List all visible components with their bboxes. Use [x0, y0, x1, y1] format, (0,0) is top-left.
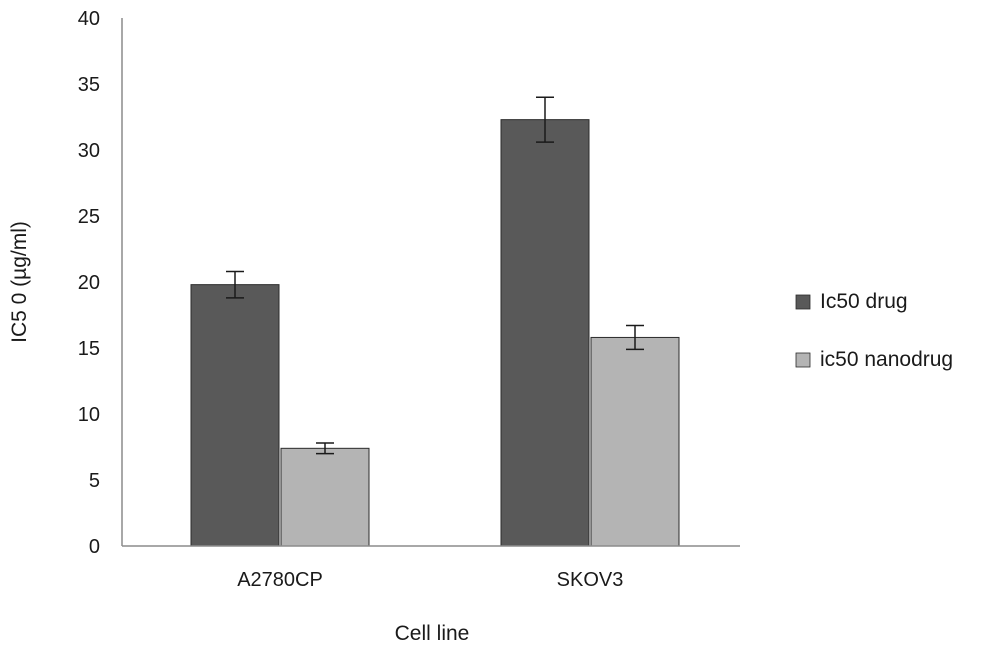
error-bar [316, 442, 334, 455]
bars [190, 119, 680, 547]
y-axis-ticks: 0 5 10 15 20 25 30 35 40 [78, 8, 100, 558]
y-tick-label: 15 [78, 338, 100, 360]
y-tick-label: 0 [89, 536, 100, 558]
y-tick-label: 30 [78, 140, 100, 162]
error-bar [536, 96, 554, 143]
bar-ic50-drug-skov3 [500, 119, 590, 547]
legend-label-ic50-drug: Ic50 drug [820, 290, 908, 313]
error-bar [226, 270, 244, 299]
legend-swatch-ic50-drug [795, 294, 811, 310]
legend: Ic50 drug ic50 nanodrug [795, 290, 953, 371]
y-tick-label: 20 [78, 272, 100, 294]
x-tick-label: SKOV3 [557, 569, 624, 591]
legend-label-ic50-nanodrug: ic50 nanodrug [820, 348, 953, 371]
x-axis-title: Cell line [395, 622, 470, 645]
legend-swatch-ic50-nanodrug [795, 352, 811, 368]
x-axis-tick-labels: A2780CP SKOV3 [237, 569, 623, 591]
bar-ic50-drug-a2780cp [190, 284, 280, 547]
bar-ic50-nanodrug-skov3 [590, 336, 680, 547]
y-axis-title: IC5 0 (µg/ml) [8, 221, 31, 343]
y-tick-label: 5 [89, 470, 100, 492]
error-bars [226, 96, 644, 455]
x-tick-label: A2780CP [237, 569, 323, 591]
y-tick-label: 40 [78, 8, 100, 30]
y-tick-label: 10 [78, 404, 100, 426]
y-tick-label: 25 [78, 206, 100, 228]
bar-ic50-nanodrug-a2780cp [280, 447, 370, 547]
y-tick-label: 35 [78, 74, 100, 96]
error-bar [626, 324, 644, 351]
